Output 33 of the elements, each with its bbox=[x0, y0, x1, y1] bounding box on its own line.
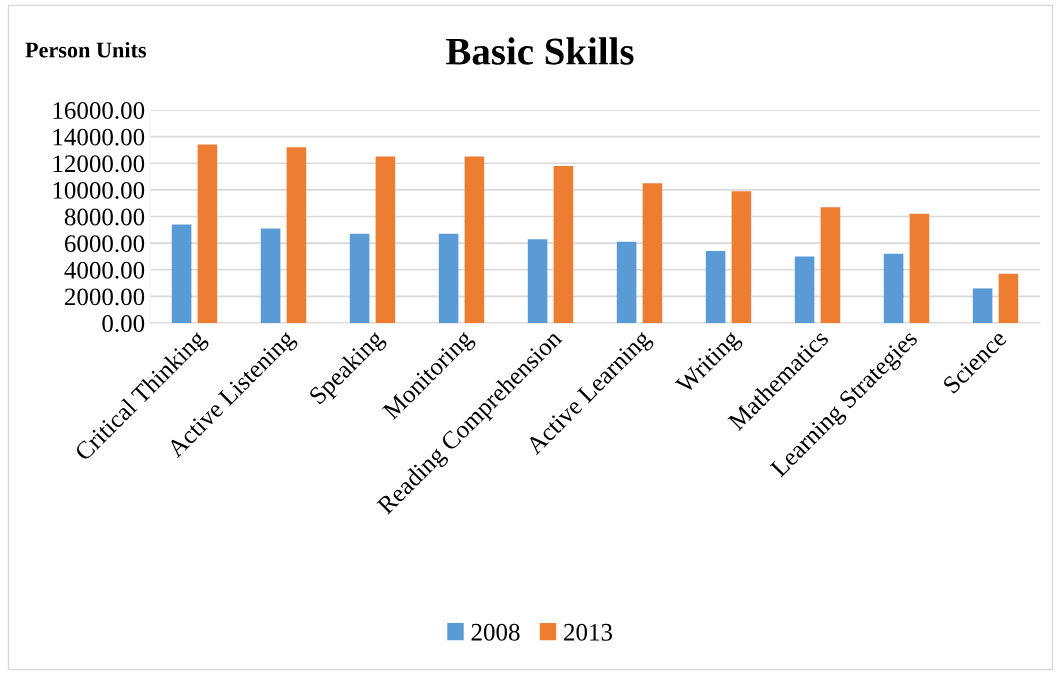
bar bbox=[972, 288, 993, 323]
bar bbox=[438, 233, 459, 323]
bar bbox=[731, 191, 752, 323]
bar bbox=[705, 251, 726, 323]
bar bbox=[464, 156, 485, 323]
legend-label: 2013 bbox=[564, 623, 613, 641]
bar bbox=[616, 241, 637, 323]
bar bbox=[820, 207, 841, 323]
bar bbox=[909, 213, 930, 323]
y-tick-label: 8000.00 bbox=[64, 208, 145, 226]
chart-title: Basic Skills bbox=[446, 37, 634, 65]
legend-label: 2008 bbox=[471, 623, 520, 641]
y-tick-label: 4000.00 bbox=[64, 261, 145, 279]
y-tick-label: 16000.00 bbox=[53, 102, 145, 120]
bar bbox=[553, 165, 574, 323]
y-tick-label: 0.00 bbox=[102, 315, 145, 333]
y-tick-label: 2000.00 bbox=[64, 288, 145, 306]
bar bbox=[794, 256, 815, 323]
y-tick-label: 14000.00 bbox=[53, 128, 145, 146]
bar bbox=[349, 233, 370, 323]
bar bbox=[286, 147, 307, 323]
bar bbox=[197, 144, 218, 323]
bar bbox=[375, 156, 396, 323]
bar bbox=[883, 253, 904, 323]
y-tick-label: 12000.00 bbox=[53, 155, 145, 173]
bar bbox=[260, 228, 281, 323]
y-axis-title: Person Units bbox=[25, 41, 147, 58]
y-tick-label: 6000.00 bbox=[64, 235, 145, 253]
y-tick-label: 10000.00 bbox=[53, 181, 145, 199]
bar bbox=[642, 183, 663, 323]
bar bbox=[998, 273, 1019, 323]
bar bbox=[171, 224, 192, 323]
bar bbox=[527, 239, 548, 323]
